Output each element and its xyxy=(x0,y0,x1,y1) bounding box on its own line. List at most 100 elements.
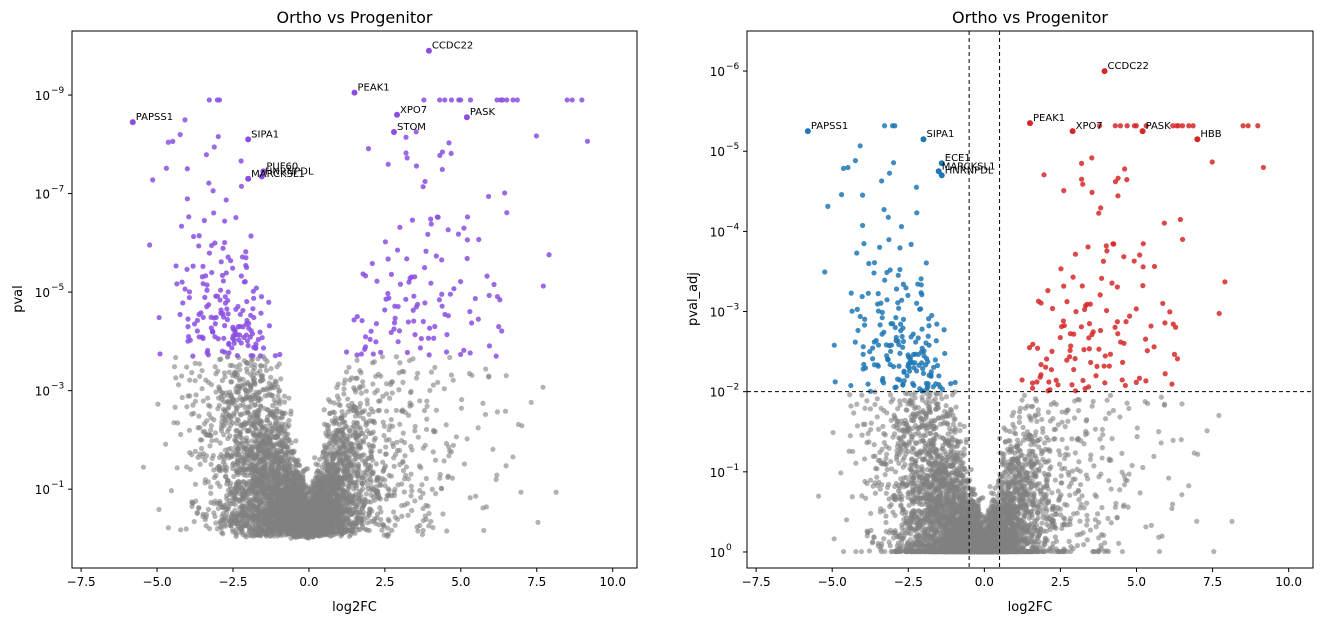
data-point xyxy=(354,375,360,381)
data-point xyxy=(372,435,378,441)
data-point xyxy=(189,370,195,376)
data-point xyxy=(222,294,228,300)
data-point xyxy=(392,522,398,528)
data-point xyxy=(178,527,184,533)
data-point xyxy=(156,314,162,321)
data-point xyxy=(370,443,376,449)
data-point xyxy=(374,278,380,284)
data-point xyxy=(503,373,509,379)
data-point xyxy=(208,484,214,490)
data-point xyxy=(353,482,360,488)
data-point xyxy=(469,320,475,326)
data-point xyxy=(221,432,227,438)
data-point xyxy=(268,366,274,372)
data-point xyxy=(200,314,206,321)
data-point xyxy=(370,351,376,357)
data-point xyxy=(303,495,309,501)
data-point xyxy=(400,468,407,474)
data-point xyxy=(249,438,255,444)
data-point xyxy=(351,403,357,410)
data-point xyxy=(385,161,391,167)
data-point xyxy=(399,513,405,519)
data-point xyxy=(437,471,443,478)
data-point xyxy=(184,364,190,370)
data-point xyxy=(150,177,156,183)
data-point xyxy=(359,409,365,415)
data-point xyxy=(249,358,255,364)
data-point xyxy=(194,509,200,516)
data-point xyxy=(378,349,384,355)
data-point xyxy=(238,273,244,279)
data-point xyxy=(245,404,251,410)
data-point xyxy=(190,353,196,359)
data-point xyxy=(432,457,439,463)
data-point xyxy=(205,395,211,401)
data-point xyxy=(212,364,218,370)
data-point xyxy=(227,433,233,439)
data-point xyxy=(203,511,210,517)
data-point xyxy=(358,493,364,499)
data-point xyxy=(354,313,360,320)
data-point xyxy=(250,432,256,438)
data-point xyxy=(237,375,243,382)
data-point xyxy=(419,531,426,538)
data-point xyxy=(202,294,208,300)
data-point xyxy=(217,483,223,489)
data-point xyxy=(219,530,225,536)
data-point xyxy=(243,435,250,441)
data-point xyxy=(569,97,575,103)
data-point xyxy=(182,286,188,292)
data-point xyxy=(219,272,226,279)
data-point xyxy=(439,257,445,263)
data-point xyxy=(290,505,296,512)
data-point xyxy=(200,263,206,270)
data-point xyxy=(494,409,500,415)
data-point xyxy=(348,442,354,448)
data-point xyxy=(257,362,264,369)
data-point xyxy=(455,231,462,237)
data-point xyxy=(237,311,243,318)
data-point xyxy=(408,493,414,499)
data-point xyxy=(375,408,381,414)
data-point xyxy=(344,527,351,534)
data-point xyxy=(409,447,415,453)
data-point xyxy=(373,321,380,327)
data-point xyxy=(200,398,206,404)
data-point xyxy=(397,360,403,366)
data-point xyxy=(191,410,197,417)
data-point xyxy=(244,440,250,446)
data-point xyxy=(459,396,465,403)
data-point xyxy=(255,356,261,362)
data-point xyxy=(395,339,401,345)
data-point xyxy=(396,447,403,454)
data-point xyxy=(223,473,229,479)
data-point xyxy=(383,381,390,387)
data-point xyxy=(331,471,338,477)
data-point xyxy=(261,501,268,507)
data-point xyxy=(278,376,284,382)
data-point xyxy=(339,531,345,537)
data-point xyxy=(457,278,464,285)
data-point xyxy=(196,243,202,249)
data-point xyxy=(241,466,247,472)
data-point xyxy=(420,527,426,534)
data-point xyxy=(439,291,445,297)
data-point xyxy=(359,475,365,481)
data-point xyxy=(442,97,448,103)
data-point xyxy=(205,352,211,358)
data-point xyxy=(218,452,224,458)
data-point xyxy=(265,392,271,398)
data-point xyxy=(229,453,235,459)
data-point xyxy=(222,218,228,224)
data-point xyxy=(276,399,282,405)
data-point xyxy=(423,502,429,508)
data-point xyxy=(207,443,213,449)
data-point xyxy=(273,406,280,412)
data-point xyxy=(217,440,223,446)
data-point xyxy=(428,221,434,227)
data-point xyxy=(553,489,559,495)
data-point xyxy=(185,338,191,344)
data-point xyxy=(378,517,384,523)
data-point xyxy=(163,441,169,447)
data-point xyxy=(215,505,221,512)
